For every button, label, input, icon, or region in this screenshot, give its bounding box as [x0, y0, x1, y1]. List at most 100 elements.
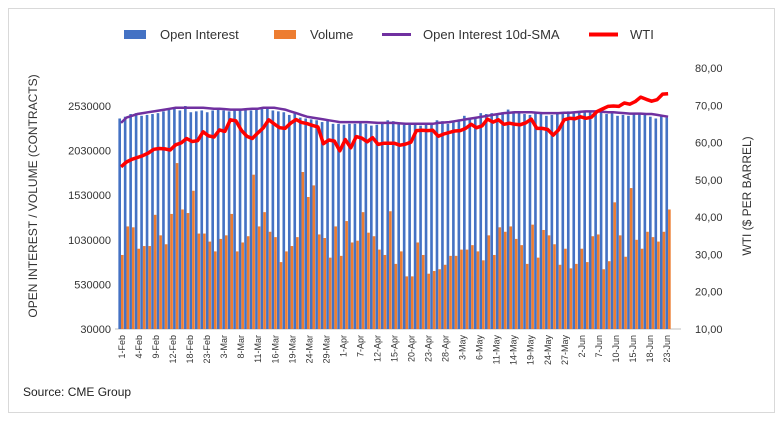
volume-bar	[301, 172, 305, 329]
x-tick-label: 3-Mar	[219, 335, 229, 359]
volume-bar	[564, 248, 567, 329]
open-interest-bar	[539, 114, 543, 329]
y-tick-left: 30000	[80, 324, 111, 336]
open-interest-bar	[282, 112, 286, 329]
volume-bar	[367, 232, 370, 329]
volume-bar	[334, 226, 337, 329]
open-interest-bar	[446, 123, 450, 329]
volume-bar	[307, 196, 310, 329]
open-interest-bar	[501, 112, 504, 329]
volume-bar	[427, 273, 430, 329]
volume-bar	[416, 242, 420, 329]
open-interest-bar	[512, 111, 515, 330]
volume-bar	[339, 255, 343, 329]
volume-bar	[230, 213, 234, 329]
open-interest-bar	[473, 118, 477, 329]
volume-bar	[487, 235, 491, 329]
y-tick-left: 2530000	[68, 101, 111, 113]
volume-bar	[668, 209, 671, 329]
open-interest-bar	[463, 115, 466, 329]
open-interest-bar	[386, 120, 390, 329]
y-tick-right: 80,00	[695, 63, 723, 75]
open-interest-bar	[561, 114, 565, 329]
volume-bar	[378, 249, 381, 329]
volume-bar	[602, 269, 606, 329]
y-tick-right: 50,00	[695, 175, 723, 187]
open-interest-bar	[211, 110, 214, 330]
open-interest-bar	[506, 109, 510, 330]
legend-swatch-open-interest	[124, 30, 146, 39]
volume-bar	[159, 235, 162, 329]
x-tick-label: 2-Jun	[577, 335, 587, 358]
open-interest-bar	[145, 114, 149, 329]
volume-bar	[214, 251, 217, 329]
x-tick-label: 23-Apr	[424, 335, 434, 362]
x-tick-label: 12-Apr	[373, 335, 383, 362]
open-interest-bar	[233, 110, 236, 330]
open-interest-bar	[271, 110, 275, 330]
open-interest-bar	[654, 118, 658, 329]
volume-bar	[405, 276, 409, 329]
open-interest-bar	[216, 109, 220, 330]
x-tick-label: 20-Apr	[407, 335, 417, 362]
volume-bar	[454, 255, 458, 329]
volume-bar	[394, 263, 398, 329]
open-interest-bar	[359, 122, 362, 329]
y-tick-right: 70,00	[695, 100, 723, 112]
open-interest-bar	[430, 124, 433, 330]
volume-bar	[498, 227, 502, 329]
volume-bar	[142, 246, 146, 329]
open-interest-bar	[331, 123, 335, 329]
volume-bar	[613, 202, 616, 329]
x-tick-label: 18-Feb	[185, 335, 195, 364]
open-interest-bar	[402, 124, 406, 330]
x-tick-label: 24-Mar	[304, 335, 314, 364]
volume-bar	[131, 227, 135, 329]
volume-bar	[651, 237, 655, 329]
open-interest-bar	[621, 114, 625, 329]
open-interest-bar	[391, 121, 395, 329]
y-tick-right: 40,00	[695, 212, 723, 224]
volume-bar	[121, 254, 124, 329]
volume-bar	[323, 238, 327, 329]
open-interest-bar	[140, 115, 143, 329]
volume-bar	[208, 241, 212, 329]
volume-bar	[503, 231, 507, 329]
open-interest-bar	[468, 117, 472, 329]
chart-frame: Open Interest Volume Open Interest 10d-S…	[8, 8, 775, 413]
volume-bar	[164, 244, 168, 329]
x-tick-label: 10-Jun	[611, 335, 621, 363]
x-tick-label: 7-Jun	[594, 335, 604, 358]
open-interest-bar	[194, 111, 198, 330]
x-tick-label: 6-May	[475, 335, 485, 361]
y-tick-right: 30,00	[695, 249, 723, 261]
open-interest-bar	[457, 119, 461, 329]
volume-bar	[536, 257, 540, 329]
open-interest-bar	[588, 111, 592, 330]
volume-bar	[263, 212, 266, 329]
volume-bar	[356, 240, 359, 329]
sma-line	[120, 106, 669, 126]
open-interest-bar	[594, 113, 597, 329]
open-interest-bar	[277, 111, 280, 330]
volume-bar	[624, 256, 627, 329]
x-tick-label: 23-Jun	[662, 335, 672, 363]
volume-bar	[558, 264, 562, 329]
open-interest-bar	[353, 123, 357, 329]
volume-bar	[591, 236, 595, 329]
volume-bar	[520, 245, 523, 329]
volume-bar	[525, 263, 529, 329]
x-tick-label: 7-Apr	[355, 335, 365, 357]
y-tick-left: 530000	[74, 279, 111, 291]
x-tick-label: 15-Apr	[390, 335, 400, 362]
volume-bar	[268, 231, 272, 329]
volume-bar	[635, 239, 638, 329]
volume-bar	[350, 242, 354, 329]
open-interest-bar	[189, 112, 193, 329]
volume-bar	[542, 229, 545, 329]
open-interest-bar	[534, 113, 537, 329]
open-interest-bar	[134, 113, 138, 329]
volume-bar	[400, 251, 403, 329]
open-interest-bar	[566, 111, 570, 330]
volume-bar	[246, 236, 250, 329]
